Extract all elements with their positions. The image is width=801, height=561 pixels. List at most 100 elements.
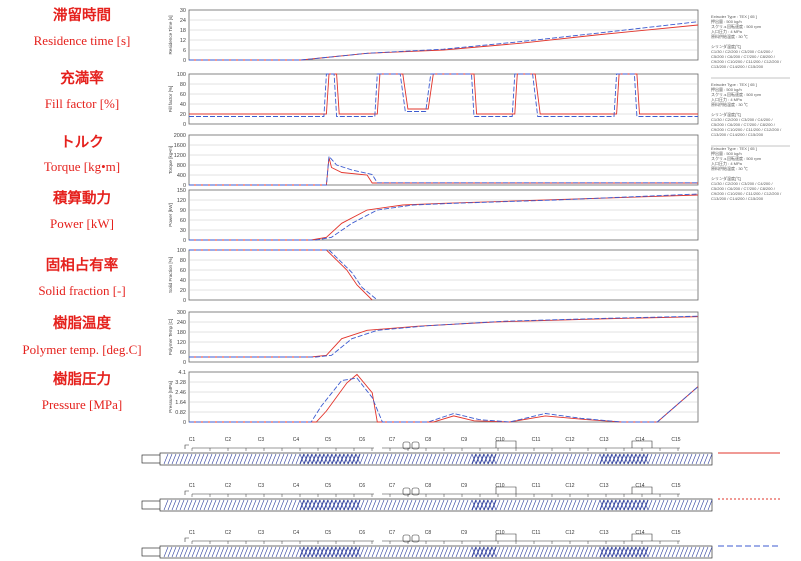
tick-label: 1200	[174, 153, 186, 159]
kneading-block	[351, 499, 357, 511]
label-en: Residence time [s]	[34, 33, 131, 48]
kneading-block	[635, 453, 641, 465]
screw-flight	[691, 453, 697, 465]
kneading-block	[331, 453, 337, 465]
screw-flight	[239, 546, 245, 558]
screw-flight	[663, 499, 669, 511]
tick-label: 400	[177, 173, 186, 179]
screw-flight	[235, 499, 241, 511]
screw-flight	[367, 546, 373, 558]
screw-flight	[563, 453, 569, 465]
screw-flight	[423, 499, 429, 511]
screw-flight	[651, 453, 657, 465]
zone-label: C6	[359, 530, 366, 536]
screw-flight	[651, 546, 657, 558]
screw-flight	[371, 546, 377, 558]
screw-flight	[699, 499, 705, 511]
tick-label: 80	[180, 82, 186, 88]
zone-label: C14	[635, 530, 644, 536]
screw-flight	[223, 499, 229, 511]
screw-flight	[279, 499, 285, 511]
legend-line: 入口圧力 : 4 MPa	[711, 28, 743, 34]
y-axis-label: Fill factor [%]	[168, 86, 173, 113]
kneading-block	[635, 499, 641, 511]
tick-label: 0	[183, 360, 186, 366]
screw-flight	[595, 499, 601, 511]
screw-flight	[235, 453, 241, 465]
screw-flight	[591, 546, 597, 558]
screw-row: C1 C2 C3 C4 C5 C6 C7 C8 C9 C10 C11 C12 C13 C14 C15	[141, 530, 780, 559]
kneading-block	[339, 499, 345, 511]
screw-flight	[499, 546, 505, 558]
screw-flight	[231, 453, 237, 465]
legend-line: 入口圧力 : 4 MPa	[711, 160, 743, 166]
legend-line: シリンダ温度[℃]	[711, 43, 741, 49]
screw-flight	[223, 546, 229, 558]
screw-flight	[455, 546, 461, 558]
screw-flight	[431, 453, 437, 465]
screw-flight	[175, 499, 181, 511]
y-axis-label: Residence Time [s]	[168, 15, 173, 54]
zone-label: C4	[293, 437, 300, 443]
tick-label: 60	[180, 218, 186, 224]
label-jp: 滞留時間	[53, 6, 111, 24]
screw-flight	[647, 546, 653, 558]
kneading-block	[619, 546, 625, 558]
kneading-block	[475, 499, 481, 511]
plot-frame	[188, 73, 699, 125]
screw-flight	[183, 546, 189, 558]
zone-label: C8	[425, 437, 432, 443]
legend-line: C13/200 / C14/200 / C15/200	[711, 196, 764, 201]
screw-flight	[695, 453, 701, 465]
screw-flight	[399, 499, 405, 511]
screw-flight	[411, 453, 417, 465]
screw-flight	[243, 546, 249, 558]
screw-flight	[451, 453, 457, 465]
zone-label: C3	[258, 437, 265, 443]
zone-label: C1	[189, 530, 196, 536]
kneading-block	[311, 453, 317, 465]
screw-flight	[539, 499, 545, 511]
vent-port	[402, 441, 411, 450]
tick-label: 90	[180, 208, 186, 214]
screw-flight	[163, 546, 169, 558]
zone-label: C9	[461, 483, 468, 489]
tick-label: 120	[177, 198, 186, 204]
plot-panel: 150 120 90 60 30 0 Power [kW]	[168, 188, 699, 244]
kneading-block	[299, 546, 305, 558]
label-en: Power [kW]	[50, 216, 114, 231]
screw-flight	[423, 546, 429, 558]
screw-flight	[555, 499, 561, 511]
screw-flight	[467, 453, 473, 465]
screw-flight	[435, 546, 441, 558]
screw-flight	[191, 546, 197, 558]
screw-flight	[391, 453, 397, 465]
screw-flight	[375, 453, 381, 465]
vent-port	[402, 487, 411, 496]
label-jp: 樹脂温度	[53, 314, 111, 332]
screw-shaft	[141, 547, 163, 557]
kneading-block	[471, 546, 477, 558]
screw-flight	[263, 546, 269, 558]
screw-flight	[675, 546, 681, 558]
zone-label: C14	[635, 437, 644, 443]
screw-flight	[407, 453, 413, 465]
screw-flight	[227, 453, 233, 465]
zone-label: C9	[461, 437, 468, 443]
screw-body	[159, 498, 713, 512]
screw-flight	[531, 499, 537, 511]
zone-label: C5	[325, 483, 332, 489]
screw-flight	[659, 546, 665, 558]
vent-port	[411, 441, 420, 450]
legend-line: C9/200 / C10/200 / C11/200 / C12/200 /	[711, 59, 782, 64]
screw-flight	[567, 499, 573, 511]
screw-flight	[427, 453, 433, 465]
kneading-block	[319, 453, 325, 465]
screw-flight	[683, 546, 689, 558]
kneading-block	[483, 546, 489, 558]
zone-label: C7	[389, 437, 396, 443]
screw-flight	[539, 453, 545, 465]
series-line	[189, 21, 699, 61]
screw-flight	[667, 499, 673, 511]
kneading-block	[615, 546, 621, 558]
